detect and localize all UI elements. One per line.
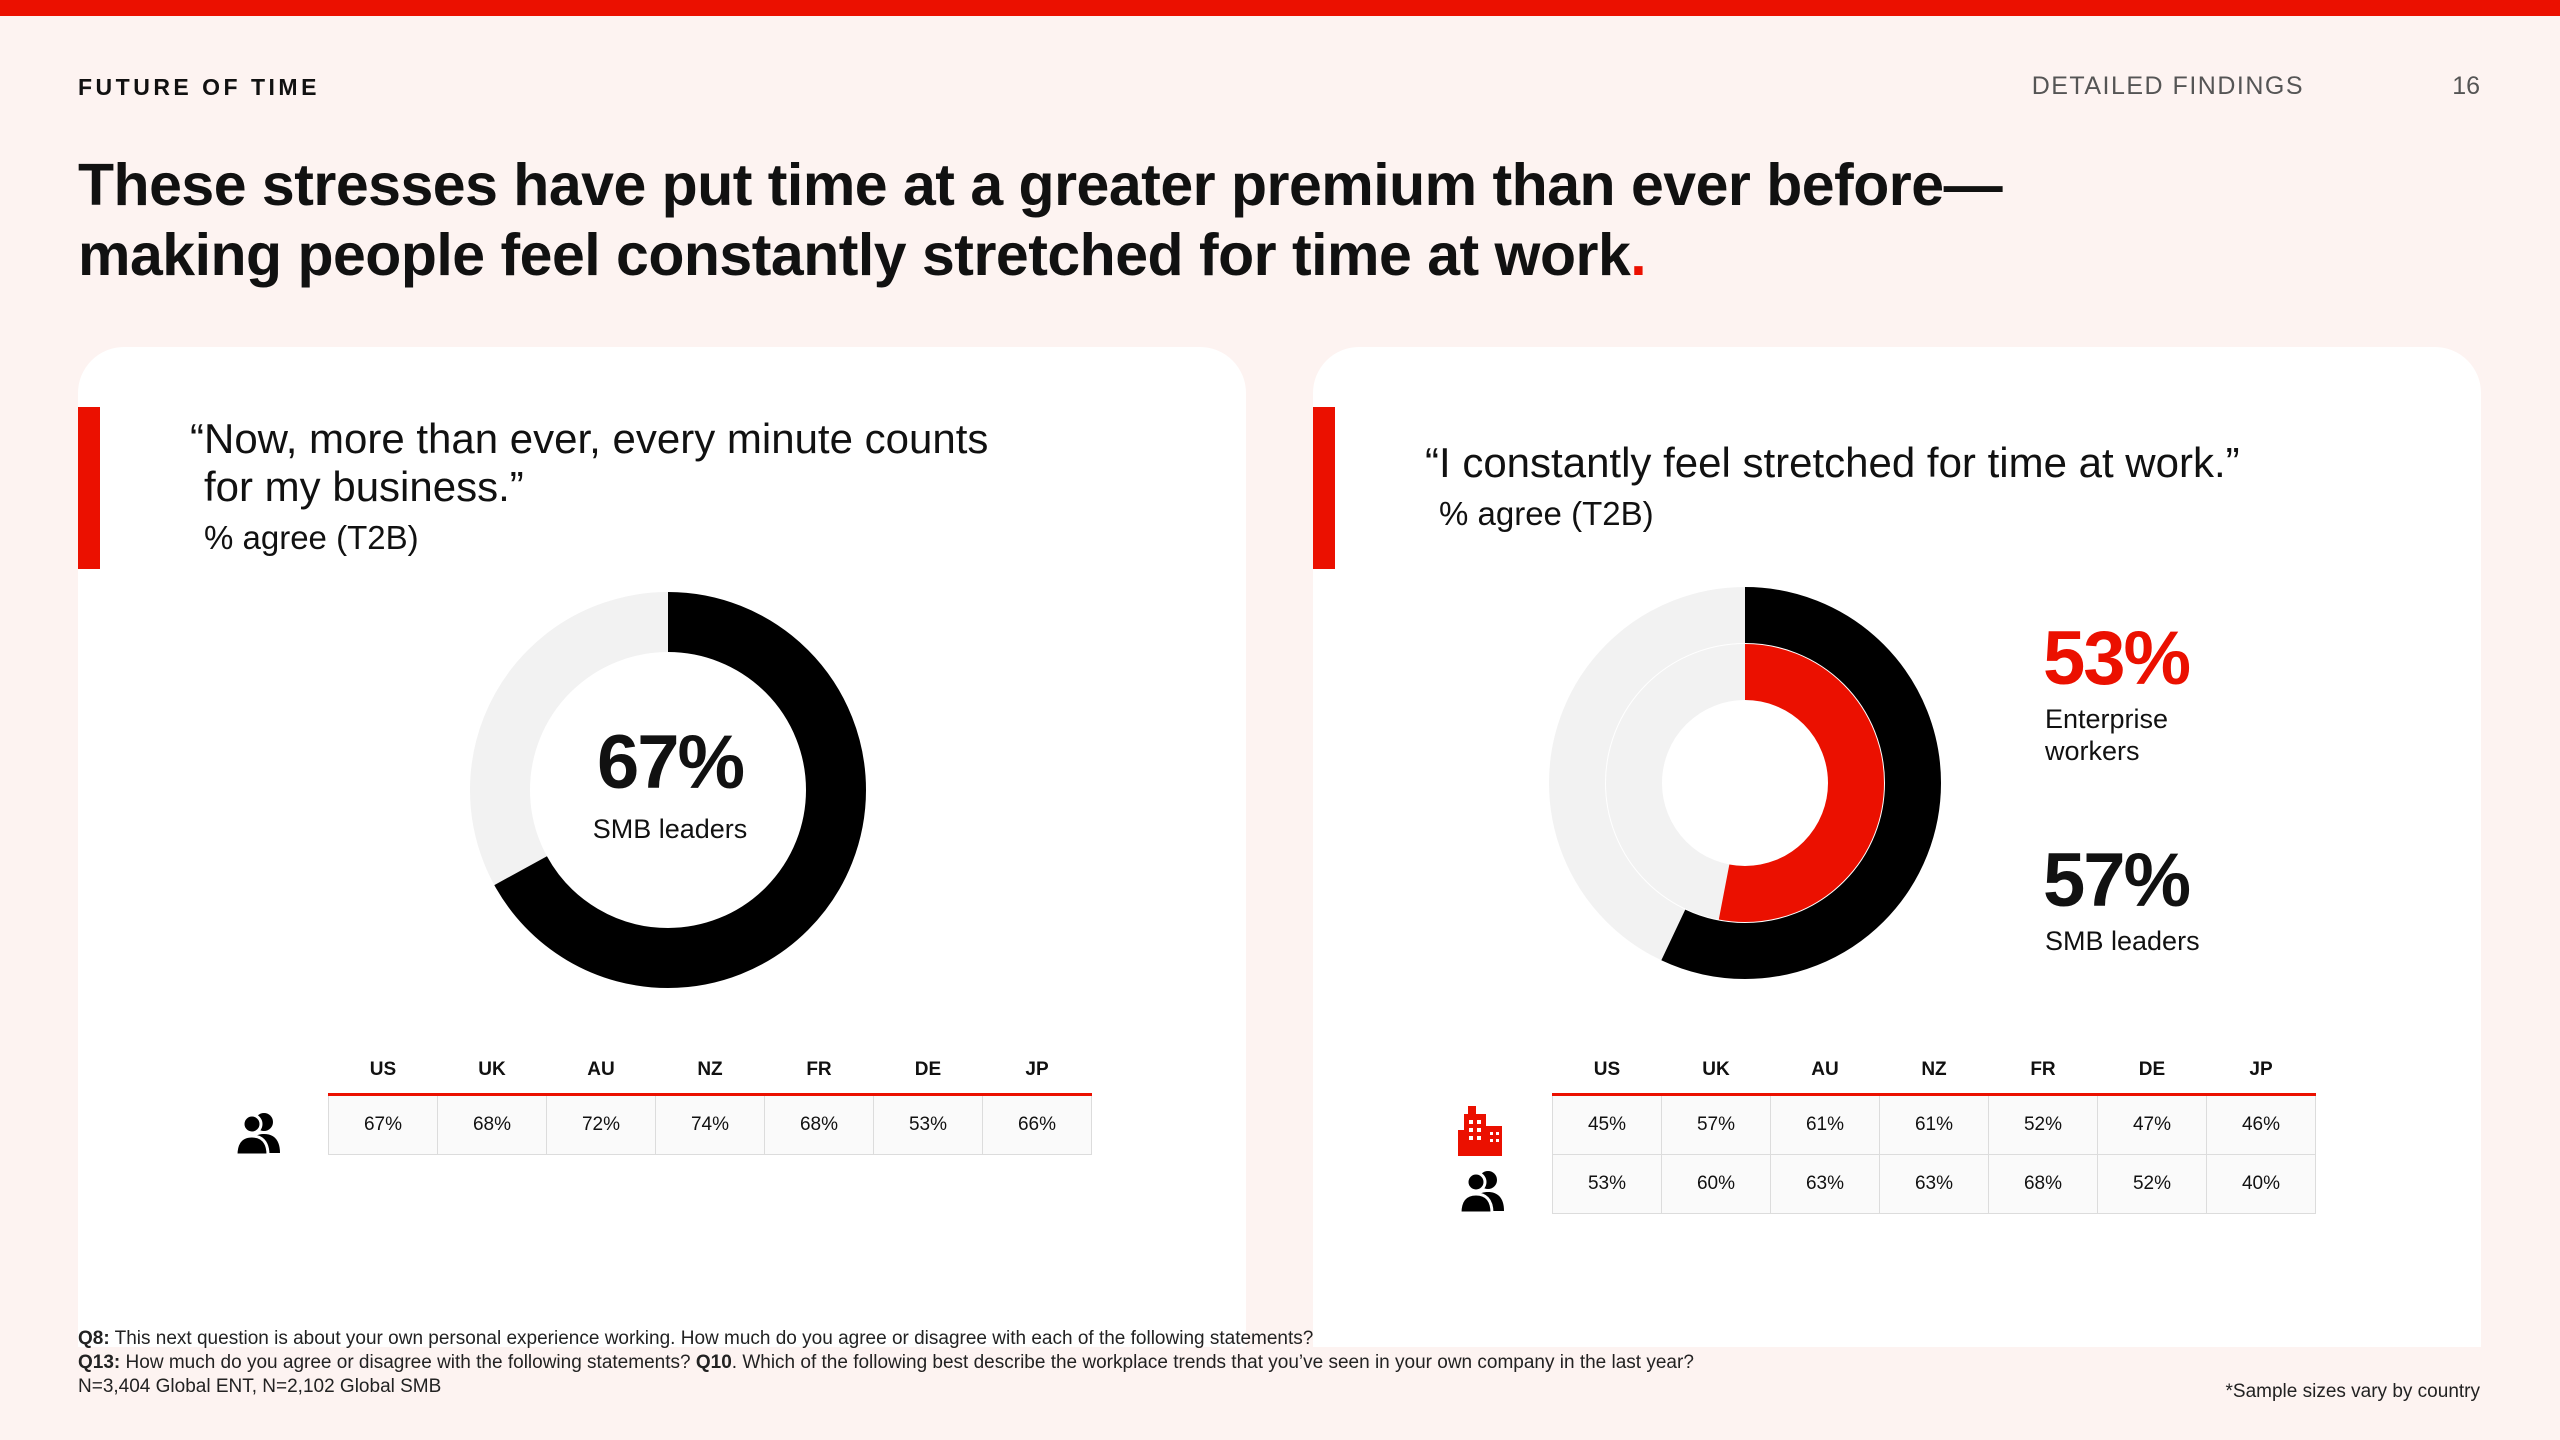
column-header-uk: UK [437,1047,547,1096]
footnote-q10-label: Q10 [695,1352,732,1373]
column-header-nz: NZ [1879,1047,1989,1096]
column-header-de: DE [873,1047,983,1096]
column-header-nz: NZ [655,1047,765,1096]
stretched-donut-chart [1549,587,1941,979]
value-cell-de: 53% [873,1094,983,1155]
smb-donut-chart [470,592,866,988]
brand-label: FUTURE OF TIME [78,74,320,100]
smb-quote: “Now, more than ever, every minute count… [190,415,988,511]
footnote-q13: Q13: How much do you agree or disagree w… [78,1351,1694,1375]
footnote-sample: N=3,404 Global ENT, N=2,102 Global SMB [78,1376,442,1397]
smb-donut-segment [1549,587,1941,979]
column-header-fr: FR [764,1047,874,1096]
smb-series-label: SMB leaders [592,814,748,844]
table-row: 67% 68% 72% 74% 68% 53% 66% [328,1094,1092,1155]
top-accent-bar [0,0,2560,16]
enterprise-series-label: Enterprise workers [2045,703,2168,767]
enterprise-label-line-2: workers [2045,736,2140,766]
sample-size-note: *Sample sizes vary by country [2225,1381,2481,1402]
column-header-uk: UK [1661,1047,1771,1096]
card-accent-bar [1313,407,1335,569]
value-cell-uk: 60% [1661,1154,1771,1214]
value-cell-fr: 68% [1988,1154,2098,1214]
footnote-q8-label: Q8: [78,1328,110,1349]
smb-donut-segment [470,592,866,988]
column-header-jp: JP [982,1047,1092,1096]
smb-card: “Now, more than ever, every minute count… [78,347,1246,1347]
card-accent-bar [78,407,100,569]
section-label: DETAILED FINDINGS [2031,72,2304,100]
value-cell-jp: 46% [2206,1094,2316,1155]
stretched-subtitle: % agree (T2B) [1439,495,1654,532]
value-cell-jp: 66% [982,1094,1092,1155]
column-header-us: US [1552,1047,1662,1096]
value-cell-us: 45% [1552,1094,1662,1155]
smb-subtitle: % agree (T2B) [204,519,419,556]
enterprise-donut-segment [1606,644,1884,922]
smb-stretched-series-label: SMB leaders [2045,926,2200,956]
value-cell-de: 52% [2097,1154,2207,1214]
footnote-q13-text: How much do you agree or disagree with t… [120,1352,696,1373]
column-header-de: DE [2097,1047,2207,1096]
footnote-q8: Q8: This next question is about your own… [78,1327,1694,1351]
page-number: 16 [2452,72,2480,100]
value-cell-nz: 61% [1879,1094,1989,1155]
footnote-q13-label: Q13: [78,1352,121,1373]
value-cell-fr: 52% [1988,1094,2098,1155]
column-header-au: AU [1770,1047,1880,1096]
smb-stretched-value-label: 57% [2043,838,2191,923]
smb-leaders-icon [234,1113,280,1157]
enterprise-value-label: 53% [2043,616,2191,701]
value-cell-jp: 40% [2206,1154,2316,1214]
stretched-country-table: US UK AU NZ FR DE JP 45% 57% 61% 61% 52% 47% 46% 53% 6… [1552,1047,2316,1214]
smb-quote-line-1: “Now, more than ever, every minute count… [190,415,989,462]
enterprise-label-line-1: Enterprise [2045,704,2169,734]
smb-value-label: 67% [596,720,745,805]
stretched-card: “I constantly feel stretched for time at… [1313,347,2481,1347]
page-title: These stresses have put time at a greate… [78,150,2178,290]
column-header-fr: FR [1988,1047,2098,1096]
value-cell-au: 61% [1770,1094,1880,1155]
enterprise-building-icon [1458,1106,1502,1156]
smb-country-table: US UK AU NZ FR DE JP 67% 68% 72% 74% 68% 53% 66% [328,1047,1092,1155]
value-cell-au: 63% [1770,1154,1880,1214]
smb-leaders-icon [1458,1171,1504,1215]
column-header-au: AU [546,1047,656,1096]
value-cell-uk: 57% [1661,1094,1771,1155]
headline-line-1: These stresses have put time at a greate… [78,152,2003,218]
value-cell-de: 47% [2097,1094,2207,1155]
headline-line-2-text: making people feel constantly stretched … [78,222,1631,288]
value-cell-us: 67% [328,1094,438,1155]
value-cell-us: 53% [1552,1154,1662,1214]
value-cell-au: 72% [546,1094,656,1155]
footnote-q8-text: This next question is about your own per… [109,1328,1314,1349]
headline-line-2: making people feel constantly stretched … [78,220,2178,290]
footnotes: Q8: This next question is about your own… [78,1327,1694,1399]
column-header-us: US [328,1047,438,1096]
value-cell-uk: 68% [437,1094,547,1155]
stretched-quote: “I constantly feel stretched for time at… [1425,439,2240,486]
value-cell-fr: 68% [764,1094,874,1155]
footnote-q10-text: . Which of the following best describe t… [731,1352,1694,1373]
value-cell-nz: 63% [1879,1154,1989,1214]
column-header-jp: JP [2206,1047,2316,1096]
value-cell-nz: 74% [655,1094,765,1155]
smb-quote-line-2: for my business.” [204,463,524,510]
table-row: 45% 57% 61% 61% 52% 47% 46% [1552,1094,2316,1155]
headline-dot: . [1630,222,1647,288]
table-row: 53% 60% 63% 63% 68% 52% 40% [1552,1154,2316,1214]
